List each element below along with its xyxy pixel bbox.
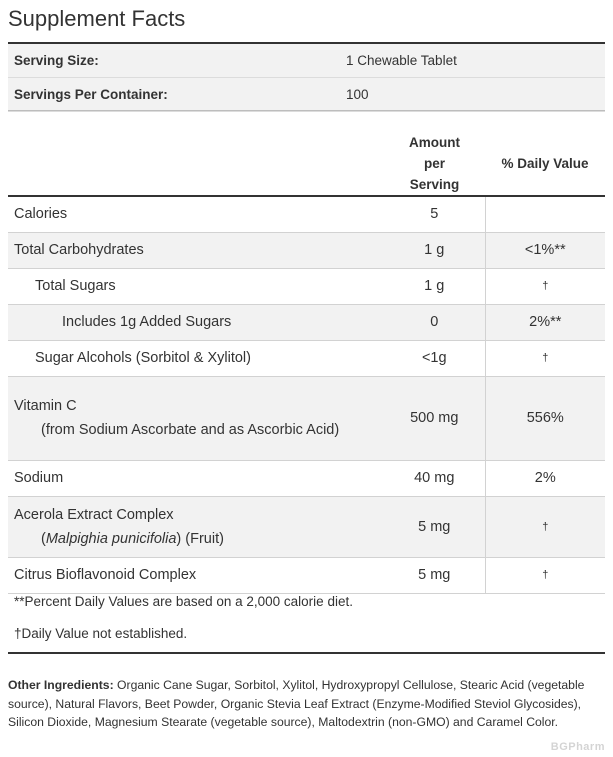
nutrient-name: Calories [8, 196, 384, 233]
nutrient-daily-value [485, 196, 605, 233]
nutrient-name: Vitamin C [14, 398, 77, 414]
servings-per-container-value: 100 [340, 77, 605, 112]
table-row: Total Carbohydrates 1 g <1%** [8, 232, 605, 269]
header-daily-value: % Daily Value [485, 132, 605, 197]
detail-close: ) (Fruit) [176, 530, 224, 547]
serving-info-table: Serving Size: 1 Chewable Tablet Servings… [8, 44, 605, 112]
table-row: Acerola Extract Complex (Malpighia punic… [8, 496, 605, 558]
other-ingredients: Other Ingredients: Organic Cane Sugar, S… [8, 676, 605, 732]
table-row: Sodium 40 mg 2% [8, 460, 605, 497]
bottom-rule [8, 652, 605, 654]
table-row: Includes 1g Added Sugars 0 2%** [8, 304, 605, 341]
header-blank [8, 132, 384, 197]
nutrient-source-detail: (Malpighia punicifolia) (Fruit) [14, 527, 383, 551]
nutrient-amount: 5 mg [384, 557, 486, 594]
detail-open: ( [41, 530, 46, 547]
watermark-logo: BGPharm [550, 741, 605, 753]
table-row: Calories 5 [8, 196, 605, 233]
nutrient-amount: <1g [384, 340, 486, 377]
nutrient-name: Sugar Alcohols (Sorbitol & Xylitol) [8, 340, 384, 377]
nutrient-daily-value: † [485, 557, 605, 594]
servings-per-container-row: Servings Per Container: 100 [8, 77, 605, 112]
nutrient-source-detail: (from Sodium Ascorbate and as Ascorbic A… [41, 422, 340, 438]
nutrient-name: Acerola Extract Complex [14, 506, 174, 523]
page-title: Supplement Facts [8, 6, 186, 31]
footnote-not-established: †Daily Value not established. [14, 626, 188, 641]
table-row: Vitamin C (from Sodium Ascorbate and as … [8, 376, 605, 461]
footnote-daily-value-basis: **Percent Daily Values are based on a 2,… [14, 594, 353, 609]
nutrient-daily-value: † [485, 268, 605, 305]
nutrient-name: Total Carbohydrates [8, 232, 384, 269]
divider [8, 110, 605, 111]
other-ingredients-label: Other Ingredients: [8, 678, 114, 692]
nutrient-amount: 0 [384, 304, 486, 341]
supplement-facts-table: Amount per Serving % Daily Value Calorie… [8, 132, 605, 594]
nutrient-amount: 5 [384, 196, 486, 233]
botanical-name: Malpighia punicifolia [45, 530, 177, 547]
nutrient-amount: 40 mg [384, 460, 486, 497]
serving-size-value: 1 Chewable Tablet [340, 44, 605, 78]
serving-size-label: Serving Size: [8, 44, 340, 78]
nutrient-name: Sodium [8, 460, 384, 497]
nutrient-daily-value: 2%** [485, 304, 605, 341]
serving-size-row: Serving Size: 1 Chewable Tablet [8, 44, 605, 78]
nutrient-amount: 500 mg [384, 376, 486, 461]
nutrient-name: Citrus Bioflavonoid Complex [8, 557, 384, 594]
top-rule [8, 42, 605, 44]
nutrient-amount: 1 g [384, 268, 486, 305]
nutrient-name-cell: Vitamin C (from Sodium Ascorbate and as … [8, 376, 384, 461]
table-row: Total Sugars 1 g † [8, 268, 605, 305]
nutrient-name-cell: Acerola Extract Complex (Malpighia punic… [8, 496, 384, 558]
header-amount-per-serving: Amount per Serving [384, 132, 485, 197]
nutrient-amount: 5 mg [384, 496, 486, 558]
nutrient-name: Total Sugars [8, 268, 384, 305]
header-row: Amount per Serving % Daily Value [8, 132, 605, 197]
nutrient-name: Includes 1g Added Sugars [8, 304, 384, 341]
nutrient-amount: 1 g [384, 232, 486, 269]
nutrient-daily-value: <1%** [485, 232, 605, 269]
table-row: Citrus Bioflavonoid Complex 5 mg † [8, 557, 605, 594]
nutrient-daily-value: † [485, 340, 605, 377]
other-ingredients-text: Organic Cane Sugar, Sorbitol, Xylitol, H… [8, 678, 585, 729]
table-row: Sugar Alcohols (Sorbitol & Xylitol) <1g … [8, 340, 605, 377]
nutrient-daily-value: 2% [485, 460, 605, 497]
nutrient-daily-value: † [485, 496, 605, 558]
nutrient-daily-value: 556% [485, 376, 605, 461]
servings-per-container-label: Servings Per Container: [8, 77, 340, 112]
